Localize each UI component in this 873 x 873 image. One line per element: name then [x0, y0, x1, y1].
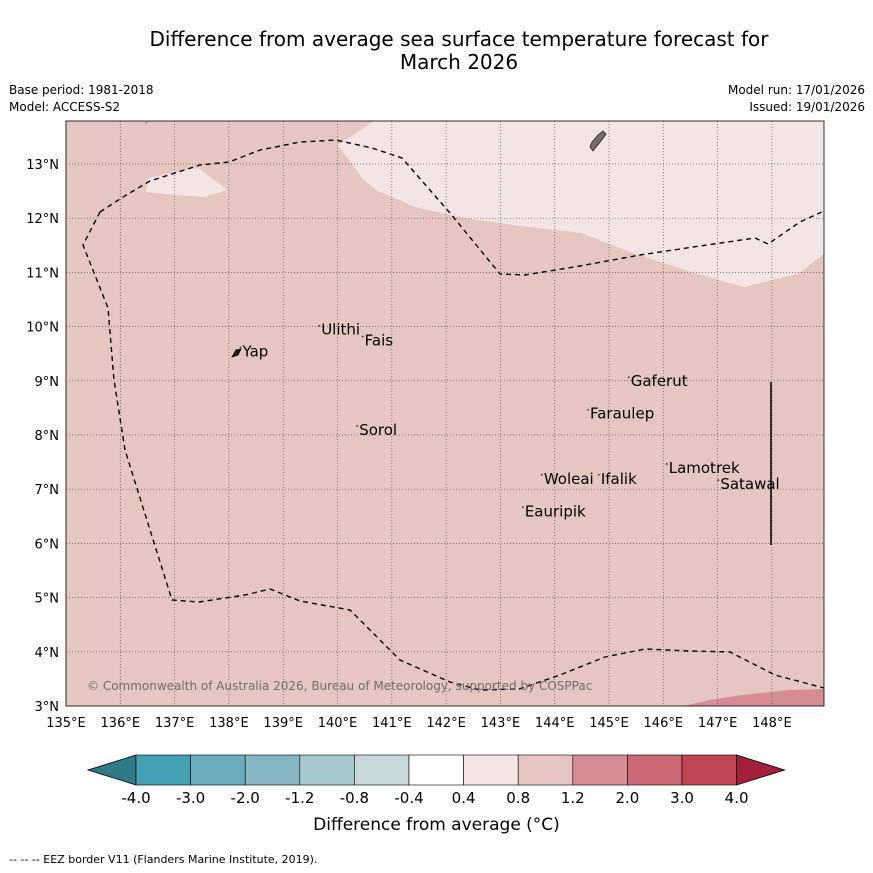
- lat-tick-label: 9°N: [35, 375, 60, 390]
- eez-border-south-west: [82, 211, 824, 691]
- guam-island: [589, 130, 607, 152]
- lon-tick-label: 143°E: [481, 716, 521, 731]
- lon-tick-label: 148°E: [752, 716, 792, 731]
- colorbar-tick: 0.4: [451, 789, 476, 807]
- issued-date: Issued: 19/01/2026: [749, 100, 865, 114]
- map-axes: 135°E 136°E 137°E 138°E 139°E 140°E 141°E 142°E…: [26, 158, 791, 731]
- colorbar-bin: [190, 754, 246, 786]
- colorbar-bin: [517, 754, 574, 786]
- eez-border-north: [99, 139, 824, 276]
- lon-tick-label: 136°E: [101, 716, 141, 731]
- map-frame: [65, 120, 825, 707]
- anomaly-region-1.2-2.0: [684, 689, 824, 706]
- footnote: -- -- -- EEZ border V11 (Flanders Marine…: [9, 853, 318, 866]
- place-label: Lamotrek: [669, 459, 740, 477]
- place-marker: [239, 346, 242, 349]
- lat-tick-label: 10°N: [26, 321, 59, 336]
- lon-tick-label: 139°E: [263, 716, 303, 731]
- yap-island: [231, 348, 242, 358]
- map-title: Difference from average sea surface temp…: [100, 28, 818, 74]
- place-marker: [597, 473, 600, 476]
- lat-tick-label: 7°N: [35, 483, 60, 498]
- colorbar-tick: 4.0: [724, 789, 749, 807]
- colorbar-bin: [627, 754, 683, 786]
- place-label: Eauripik: [525, 502, 586, 520]
- lon-tick-label: 145°E: [589, 716, 629, 731]
- colorbar-bin: [354, 754, 410, 786]
- place-marker: [318, 324, 321, 327]
- place-marker: [540, 473, 543, 476]
- colorbar-extend-high: [736, 754, 786, 786]
- colorbar-tick: 0.8: [506, 789, 531, 807]
- meta-left: Base period: 1981-2018 Model: ACCESS-S2: [9, 82, 154, 116]
- colorbar: [86, 754, 786, 786]
- lon-tick-label: 142°E: [426, 716, 466, 731]
- place-marker: [521, 506, 524, 509]
- lat-tick-label: 11°N: [26, 266, 59, 281]
- lon-tick-label: 144°E: [535, 716, 575, 731]
- lon-tick-label: 141°E: [372, 716, 412, 731]
- lon-tick-label: 137°E: [155, 716, 195, 731]
- lat-tick-label: 4°N: [35, 646, 60, 661]
- lat-tick-label: 8°N: [35, 429, 60, 444]
- title-line-1: Difference from average sea surface temp…: [149, 27, 769, 51]
- base-period: Base period: 1981-2018: [9, 83, 154, 97]
- place-marker: [356, 425, 359, 427]
- place-label: Yap: [241, 342, 268, 360]
- colorbar-tick: 3.0: [670, 789, 694, 807]
- meta-right: Model run: 17/01/2026 Issued: 19/01/2026: [728, 82, 865, 116]
- colorbar-tick: -3.0: [175, 789, 206, 807]
- place-marker: [361, 335, 364, 338]
- lat-lon-grid: [66, 121, 824, 706]
- model-name: Model: ACCESS-S2: [9, 100, 121, 114]
- lat-tick-label: 5°N: [35, 592, 60, 607]
- lon-tick-label: 146°E: [644, 716, 684, 731]
- lon-tick-label: 147°E: [698, 716, 738, 731]
- place-label: Gaferut: [631, 372, 688, 390]
- colorbar-bin: [244, 754, 301, 786]
- map-plot-area: Yap Ulithi Fais Sorol Gaferut Faraulep Woleai I…: [66, 121, 824, 706]
- colorbar-tick: 2.0: [615, 789, 640, 807]
- colorbar-bin: [572, 754, 628, 786]
- colorbar-bin: [135, 754, 191, 786]
- colorbar-tick: -0.8: [339, 789, 370, 807]
- place-label: Satawal: [720, 475, 779, 493]
- lat-tick-label: 13°N: [26, 158, 59, 173]
- place-marker: [587, 408, 589, 411]
- lat-tick-label: 6°N: [35, 537, 60, 552]
- place-marker: [665, 463, 668, 465]
- place-label: Sorol: [359, 421, 397, 439]
- colorbar-bin: [463, 754, 519, 786]
- colorbar-bin: [408, 754, 464, 786]
- lon-tick-label: 138°E: [209, 716, 249, 731]
- title-line-2: March 2026: [399, 50, 519, 74]
- colorbar-extend-low: [86, 754, 137, 786]
- lat-tick-label: 12°N: [26, 212, 59, 227]
- colorbar-tick: -0.4: [394, 789, 424, 807]
- colorbar-bin: [299, 754, 355, 786]
- copyright-text: © Commonwealth of Australia 2026, Bureau…: [87, 679, 592, 693]
- colorbar-tick: -1.2: [285, 789, 315, 807]
- model-run: Model run: 17/01/2026: [727, 83, 865, 97]
- place-marker: [717, 479, 720, 482]
- colorbar-label: Difference from average (°C): [313, 815, 560, 835]
- anomaly-region-0.4-0.8: [330, 121, 824, 287]
- colorbar-bin: [681, 754, 737, 786]
- place-label: Ulithi: [321, 321, 360, 339]
- colorbar-tick: -4.0: [121, 789, 151, 807]
- colorbar-tick: -2.0: [230, 789, 260, 807]
- place-label: Fais: [365, 332, 394, 350]
- place-labels: Yap Ulithi Fais Sorol Gaferut Faraulep Woleai I…: [239, 321, 780, 520]
- lon-tick-label: 140°E: [318, 716, 358, 731]
- colorbar-tick: 1.2: [560, 789, 585, 807]
- place-label: Ifalik: [601, 470, 637, 488]
- place-label: Faraulep: [590, 405, 654, 423]
- place-marker: [627, 376, 630, 379]
- place-label: Woleai: [544, 470, 594, 488]
- lat-tick-label: 3°N: [35, 700, 60, 715]
- lon-tick-label: 135°E: [46, 716, 86, 731]
